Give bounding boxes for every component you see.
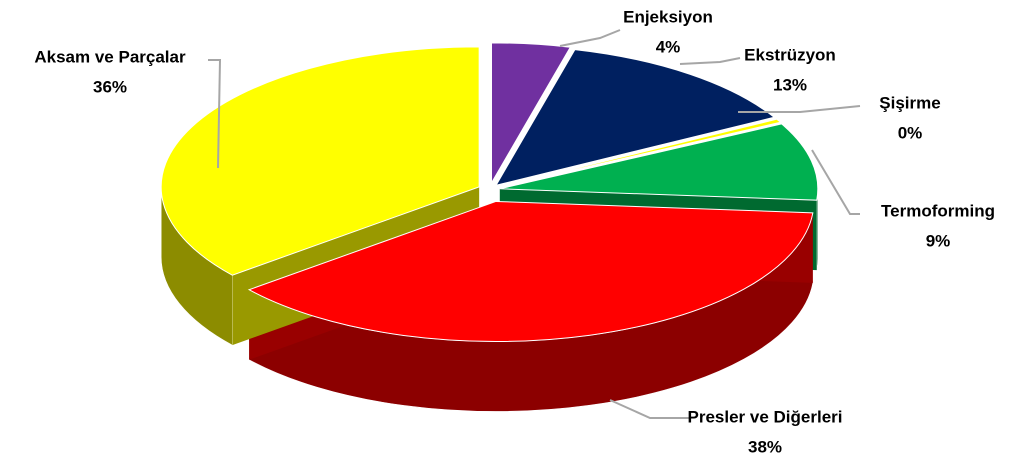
slice-side <box>816 188 819 271</box>
slice <box>498 118 782 188</box>
leader-line <box>738 105 861 113</box>
value-label: 4% <box>656 37 681 56</box>
leader-line <box>208 59 222 169</box>
slice-label: Aksam ve Parçalar <box>34 47 186 66</box>
slice-label: Presler ve Diğerleri <box>688 407 843 426</box>
slice <box>490 42 572 185</box>
leader-line <box>559 29 621 47</box>
leader-line <box>609 399 690 419</box>
slice-label: Enjeksiyon <box>623 7 713 26</box>
slice <box>160 46 480 276</box>
value-label: 38% <box>748 437 782 456</box>
value-label: 0% <box>898 123 923 142</box>
leader-line <box>811 149 860 215</box>
slice-label: Termoforming <box>881 201 995 220</box>
value-label: 9% <box>926 231 951 250</box>
slice <box>247 200 814 342</box>
value-label: 36% <box>93 77 127 96</box>
leader-line <box>679 57 741 65</box>
slice-label: Ekstrüzyon <box>744 45 836 64</box>
value-label: 13% <box>773 75 807 94</box>
slice-label: Şişirme <box>879 93 940 112</box>
slice <box>499 123 819 201</box>
slice <box>495 49 776 187</box>
